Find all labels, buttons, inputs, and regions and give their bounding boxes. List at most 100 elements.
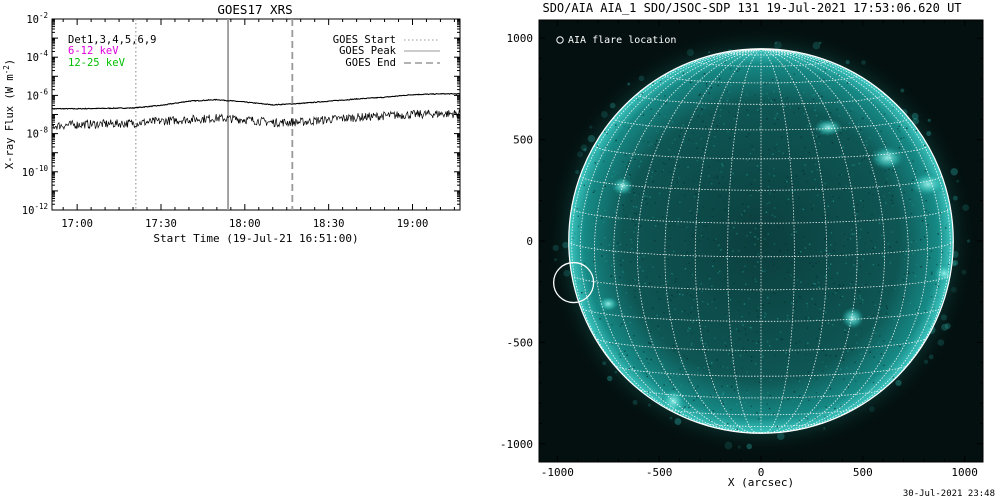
disk-speck [696, 208, 698, 210]
disk-speck [643, 354, 645, 356]
disk-speck [645, 373, 647, 375]
disk-speck [721, 219, 723, 221]
disk-speck [727, 131, 729, 133]
disk-speck [889, 246, 891, 248]
disk-speck [707, 330, 709, 332]
disk-speck [754, 94, 756, 96]
disk-speck [787, 318, 789, 320]
disk-speck [661, 170, 664, 173]
disk-speck [764, 83, 766, 85]
disk-speck [668, 158, 670, 161]
disk-speck [737, 301, 740, 303]
disk-speck [888, 192, 891, 194]
disk-speck [746, 371, 748, 373]
disk-speck [669, 381, 672, 383]
disk-speck [710, 183, 713, 185]
corona-speck [773, 41, 782, 49]
disk-speck [870, 240, 873, 242]
disk-speck [703, 73, 706, 75]
disk-speck [790, 416, 792, 418]
disk-speck [885, 313, 888, 315]
disk-speck [760, 73, 762, 76]
disk-speck [679, 368, 681, 370]
disk-speck [668, 245, 671, 247]
disk-speck [921, 220, 924, 222]
disk-speck [690, 342, 693, 345]
disk-speck [873, 356, 875, 358]
disk-speck [704, 343, 707, 345]
disk-speck [702, 66, 705, 69]
disk-speck [757, 417, 759, 419]
disk-speck [633, 205, 635, 208]
disk-speck [903, 273, 906, 275]
latitude-line [637, 388, 885, 399]
longitude-line [727, 49, 762, 434]
disk-speck [898, 125, 900, 127]
disk-speck [850, 110, 852, 112]
disk-speck [613, 170, 615, 173]
disk-speck [874, 304, 877, 306]
disk-speck [674, 168, 676, 170]
disk-speck [919, 329, 921, 331]
disk-speck [687, 286, 689, 289]
disk-speck [632, 279, 635, 281]
disk-speck [859, 236, 861, 239]
disk-speck [631, 241, 633, 244]
disk-speck [851, 107, 853, 110]
disk-speck [674, 138, 676, 141]
disk-speck [907, 271, 910, 273]
disk-speck [877, 291, 880, 293]
disk-speck [727, 293, 729, 295]
disk-speck [791, 185, 794, 187]
disk-speck [585, 213, 587, 215]
disk-speck [679, 201, 681, 203]
disk-speck [754, 243, 756, 246]
disk-speck [601, 283, 603, 285]
disk-speck [739, 354, 742, 357]
disk-speck [750, 215, 752, 217]
disk-speck [771, 99, 774, 101]
disk-speck [639, 266, 641, 268]
disk-speck [804, 146, 806, 149]
disk-speck [778, 79, 780, 81]
disk-speck [948, 252, 950, 255]
disk-speck [690, 344, 693, 346]
disk-speck [714, 389, 716, 392]
disk-speck [705, 60, 707, 62]
disk-speck [686, 128, 689, 131]
disk-speck [623, 230, 625, 232]
disk-speck [750, 405, 753, 408]
disk-speck [738, 181, 741, 184]
disk-speck [858, 290, 860, 293]
disk-speck [765, 313, 767, 316]
disk-speck [700, 138, 702, 140]
disk-speck [655, 317, 657, 320]
disk-speck [749, 193, 751, 196]
disk-speck [721, 416, 723, 418]
disk-speck [692, 298, 695, 301]
disk-speck [756, 189, 758, 191]
corona-speck [950, 168, 958, 176]
disk-speck [749, 231, 752, 234]
disk-speck [806, 302, 808, 305]
disk-speck [701, 232, 703, 235]
disk-speck [914, 308, 916, 310]
disk-speck [725, 60, 728, 62]
disk-speck [879, 307, 882, 309]
disk-speck [798, 197, 800, 199]
disk-speck [941, 251, 943, 253]
disk-speck [595, 332, 597, 334]
goes-series-line [52, 109, 460, 131]
disk-speck [715, 307, 717, 309]
goes-y-tick-label: 10-8 [26, 126, 48, 141]
disk-speck [768, 180, 770, 182]
disk-speck [826, 186, 828, 188]
disk-speck [946, 208, 948, 210]
disk-speck [939, 226, 941, 228]
disk-speck [674, 81, 677, 83]
disk-speck [876, 285, 878, 287]
disk-speck [911, 171, 913, 173]
disk-speck [773, 167, 775, 170]
disk-speck [719, 195, 721, 197]
